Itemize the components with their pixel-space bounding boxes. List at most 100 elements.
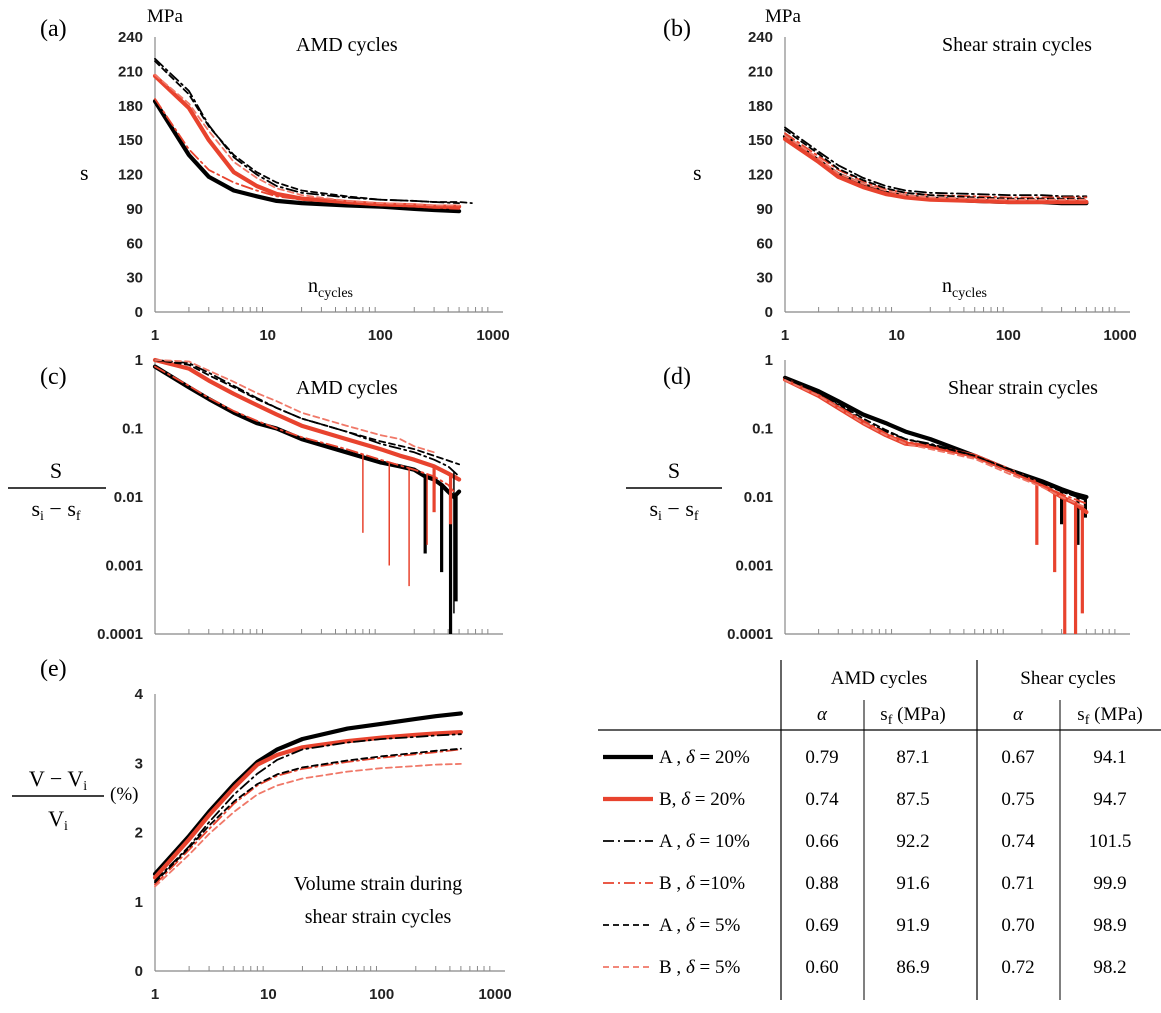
x-tick-label: 100 — [369, 986, 394, 1003]
panel-a-ylabel: s — [80, 160, 89, 185]
y-tick-label: 1 — [765, 352, 773, 369]
x-tick-label: 1000 — [478, 986, 511, 1003]
panel-a-plot: 0 30 60 90 120 150 180 210 240 1 10 100 1000 — [118, 29, 510, 344]
y-tick-label: 2 — [135, 825, 143, 842]
series-line-B5 — [784, 379, 1088, 509]
y-tick-label: 210 — [118, 63, 143, 80]
series-line-A10 — [784, 378, 1088, 501]
shear-alpha-cell: 0.71 — [1001, 873, 1034, 894]
y-tick-label: 0 — [765, 304, 773, 321]
y-tick-label: 0.001 — [105, 558, 143, 575]
series-line-B10 — [784, 132, 1088, 199]
series-line-A20 — [152, 99, 462, 214]
table-row: B , δ =10% 0.88 91.6 0.71 99.9 — [603, 873, 1127, 894]
series-line-B20 — [152, 357, 462, 482]
y-tick-label: 1 — [135, 352, 143, 369]
shear-sf-cell: 94.7 — [1093, 789, 1126, 810]
panel-a-xlabel: ncycles — [308, 275, 353, 301]
panel-b: (b) MPa Shear strain cycles s ncycles 0 3… — [663, 6, 1137, 344]
table-header-shear: Shear cycles — [1020, 668, 1115, 689]
series-line-B10 — [154, 748, 462, 886]
panel-d-ylabel: S si − sf — [626, 458, 722, 524]
series-line-B20 — [152, 73, 462, 209]
series-line-B10 — [154, 365, 455, 493]
legend-label: A , δ = 20% — [659, 747, 750, 768]
legend-label: A , δ = 5% — [659, 915, 740, 936]
svg-text:(%): (%) — [110, 784, 138, 805]
series-line-A5 — [784, 377, 1088, 501]
table-row: A , δ = 20% 0.79 87.1 0.67 94.1 — [603, 747, 1127, 768]
svg-text:si − sf: si − sf — [31, 496, 80, 524]
y-tick-label: 180 — [748, 98, 773, 115]
x-tick-label: 1 — [151, 986, 159, 1003]
panel-b-plot: 0 30 60 90 120 150 180 210 240 1 10 100 1000 — [748, 29, 1137, 344]
amd-sf-cell: 87.5 — [896, 789, 929, 810]
panel-e-annotation-line2: shear strain cycles — [305, 906, 452, 928]
y-tick-label: 0.01 — [744, 489, 773, 506]
panel-c-label: (c) — [40, 364, 67, 390]
panel-d-title: Shear strain cycles — [948, 377, 1098, 399]
amd-alpha-cell: 0.66 — [805, 831, 838, 852]
x-tick-label: 100 — [368, 327, 393, 344]
svg-text:Vi: Vi — [48, 806, 68, 834]
shear-alpha-cell: 0.67 — [1001, 747, 1034, 768]
panel-b-yunit: MPa — [765, 6, 801, 27]
panel-a-title: AMD cycles — [296, 34, 398, 56]
y-tick-label: 210 — [748, 63, 773, 80]
amd-sf-cell: 86.9 — [896, 957, 929, 978]
legend-label: B , δ =10% — [659, 873, 745, 894]
panel-b-title: Shear strain cycles — [942, 34, 1092, 56]
y-tick-label: 30 — [756, 270, 773, 287]
shear-sf-cell: 98.2 — [1093, 957, 1126, 978]
panel-d-label: (d) — [663, 364, 691, 390]
amd-alpha-cell: 0.79 — [805, 747, 838, 768]
shear-alpha-cell: 0.74 — [1001, 831, 1035, 852]
series-line-A5 — [784, 128, 1088, 200]
amd-alpha-cell: 0.74 — [805, 789, 839, 810]
panel-c: (c) AMD cycles S si − sf 0.0001 0.001 0.01… — [8, 352, 503, 643]
results-table: AMD cycles Shear cycles α sf (MPa) α sf … — [598, 660, 1161, 1000]
amd-sf-cell: 92.2 — [896, 831, 929, 852]
y-tick-label: 0.0001 — [97, 626, 143, 643]
panel-a-yunit: MPa — [147, 6, 183, 27]
svg-text:V − Vi: V − Vi — [29, 766, 87, 794]
x-tick-label: 1 — [781, 327, 789, 344]
shear-sf-cell: 101.5 — [1089, 831, 1132, 852]
shear-alpha-cell: 0.75 — [1001, 789, 1034, 810]
panel-b-xlabel: ncycles — [942, 275, 987, 301]
amd-alpha-cell: 0.60 — [805, 957, 838, 978]
shear-sf-cell: 99.9 — [1093, 873, 1126, 894]
amd-sf-cell: 91.6 — [896, 873, 929, 894]
panel-e-label: (e) — [40, 656, 67, 682]
y-tick-label: 4 — [135, 686, 144, 703]
series-line-B5 — [154, 73, 460, 207]
panel-e-ylabel: V − Vi Vi (%) — [12, 766, 138, 834]
table-header-amd-sf: sf (MPa) — [880, 704, 945, 728]
table-row: B, δ = 20% 0.74 87.5 0.75 94.7 — [603, 789, 1127, 810]
series-line-B5 — [154, 359, 435, 454]
y-tick-label: 0.1 — [122, 421, 143, 438]
series-line-B5 — [784, 134, 1088, 201]
y-tick-label: 60 — [756, 235, 773, 252]
y-tick-label: 0 — [135, 304, 143, 321]
y-tick-label: 0.001 — [735, 558, 773, 575]
x-tick-label: 10 — [888, 327, 905, 344]
series-line-B10 — [154, 98, 460, 210]
table-header-shear-sf: sf (MPa) — [1077, 704, 1142, 728]
table-row: A , δ = 10% 0.66 92.2 0.74 101.5 — [603, 831, 1131, 852]
table-header-amd-alpha: α — [817, 704, 828, 725]
svg-text:S: S — [668, 458, 680, 483]
y-tick-label: 180 — [118, 98, 143, 115]
y-tick-label: 0.0001 — [727, 626, 773, 643]
svg-text:S: S — [50, 458, 62, 483]
series-line-B10 — [784, 378, 1088, 505]
y-tick-label: 240 — [118, 29, 143, 46]
y-tick-label: 150 — [118, 132, 143, 149]
y-tick-label: 0.01 — [114, 489, 143, 506]
legend-label: B , δ = 5% — [659, 957, 740, 978]
series-line-A20 — [152, 364, 462, 500]
shear-alpha-cell: 0.70 — [1001, 915, 1034, 936]
x-tick-label: 1000 — [1103, 327, 1136, 344]
table-header-amd: AMD cycles — [831, 668, 928, 689]
